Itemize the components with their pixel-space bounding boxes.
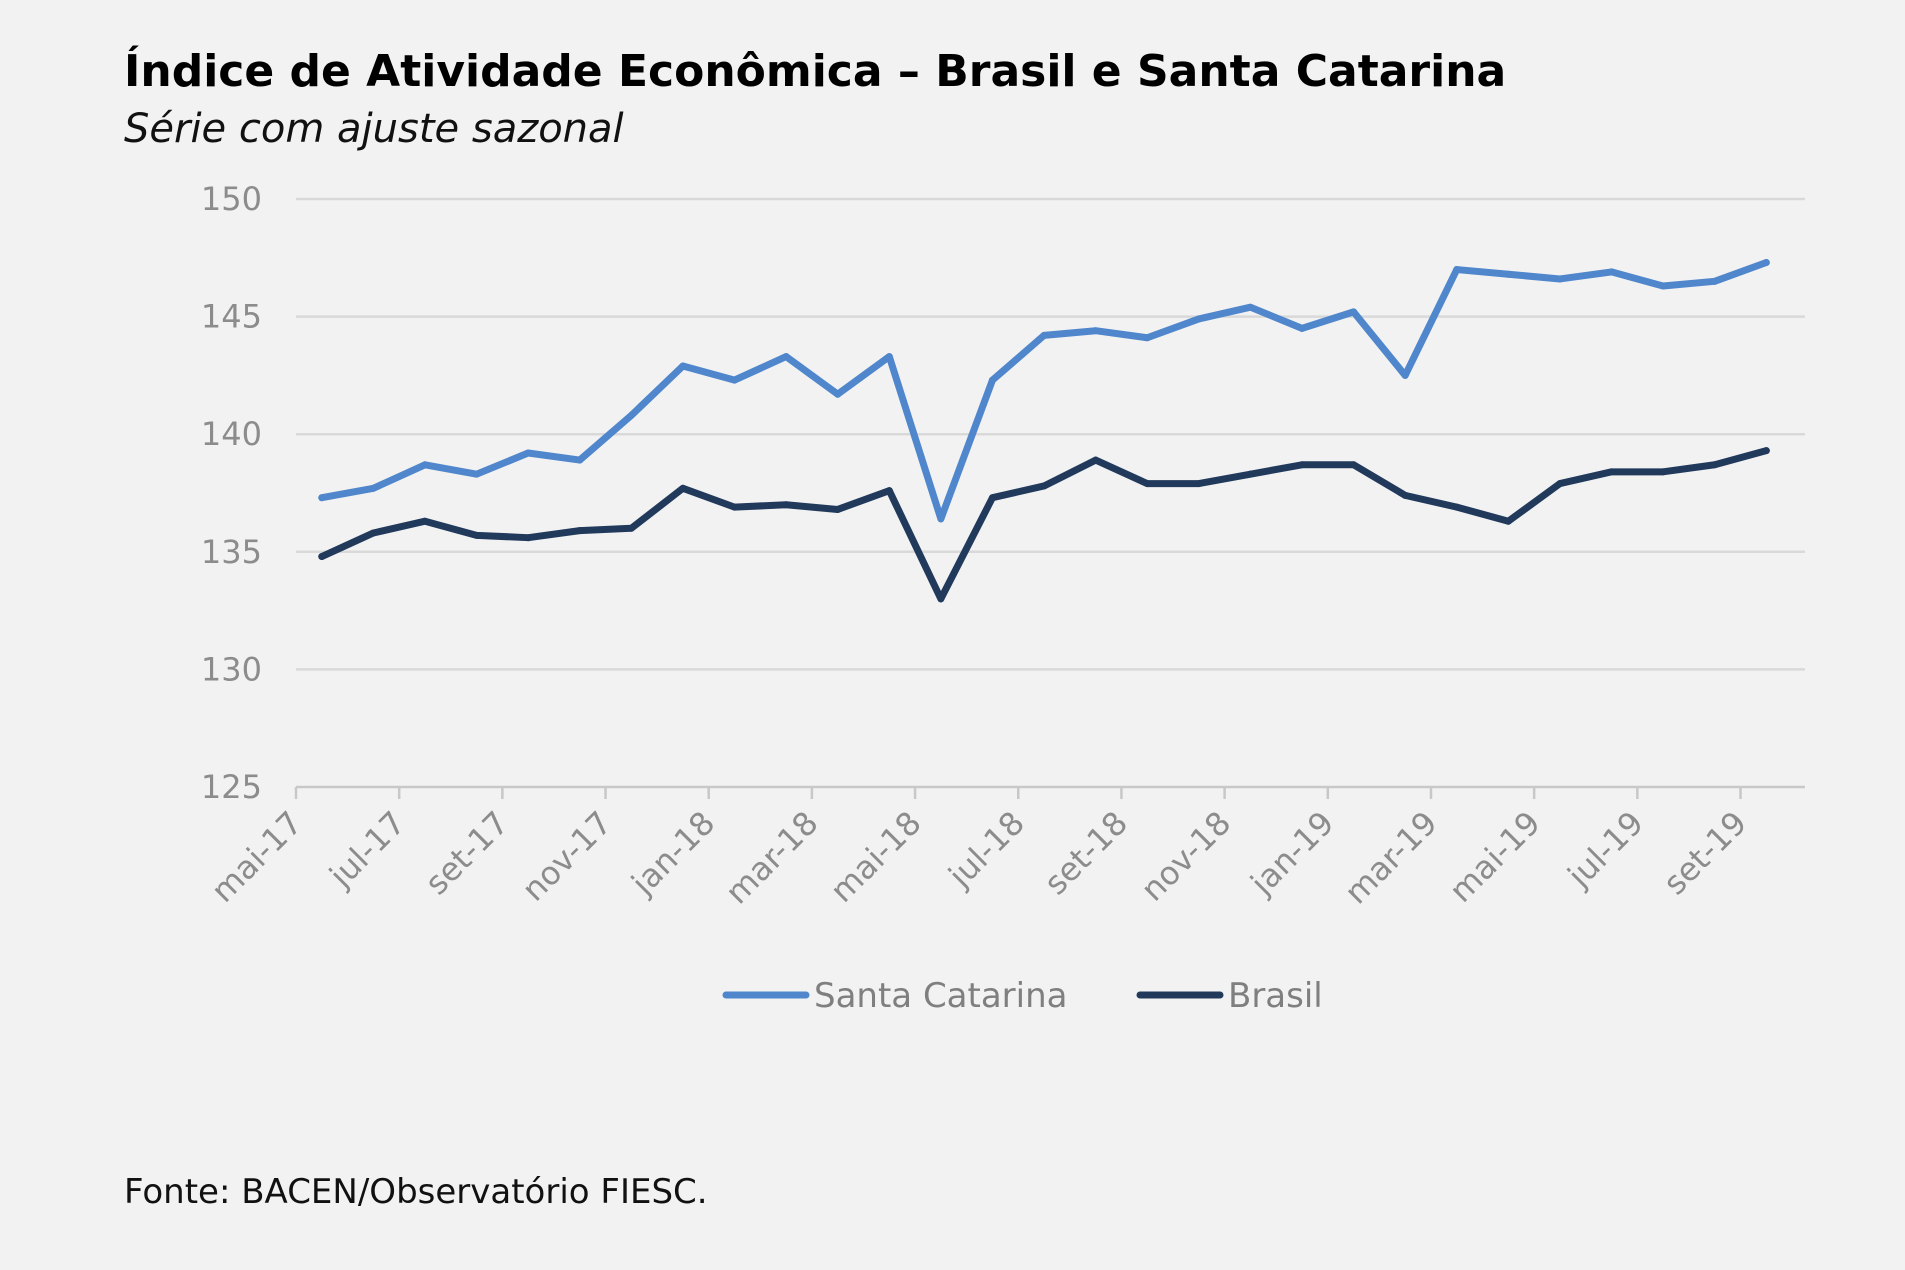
data-point <box>1401 491 1409 499</box>
data-point <box>988 376 996 384</box>
series-line-brasil <box>318 447 1770 603</box>
x-tick-label: jul-18 <box>940 804 1031 895</box>
data-point <box>834 505 842 513</box>
data-point <box>885 487 893 495</box>
data-point <box>524 449 532 457</box>
y-tick-label: 145 <box>201 298 262 336</box>
data-point <box>1298 461 1306 469</box>
x-tick-label: mai-19 <box>1442 804 1548 910</box>
legend-label: Brasil <box>1228 976 1323 1016</box>
x-tick-label: jan-18 <box>623 804 722 903</box>
data-point <box>1195 480 1203 488</box>
data-point <box>1246 470 1254 478</box>
data-point <box>1659 282 1667 290</box>
data-point <box>1504 270 1512 278</box>
data-point <box>1092 456 1100 464</box>
x-tick-label: mar-19 <box>1337 804 1445 912</box>
chart-title: Índice de Atividade Econômica – Brasil e… <box>124 44 1506 97</box>
x-tick-label: mai-18 <box>823 804 929 910</box>
x-tick-label: jan-19 <box>1242 804 1341 903</box>
data-point <box>1143 480 1151 488</box>
data-point <box>1401 371 1409 379</box>
x-tick-label: mar-18 <box>718 804 826 912</box>
data-point <box>1711 277 1719 285</box>
data-point <box>421 517 429 525</box>
data-point <box>473 470 481 478</box>
data-point <box>1608 468 1616 476</box>
x-tick-label: nov-18 <box>1133 804 1238 909</box>
data-point <box>1453 266 1461 274</box>
y-tick-label: 130 <box>201 650 262 688</box>
data-point <box>679 484 687 492</box>
data-point <box>627 411 635 419</box>
x-tick-label: set-18 <box>1037 804 1135 902</box>
data-point <box>369 484 377 492</box>
data-point <box>679 362 687 370</box>
y-tick-label: 135 <box>201 533 262 571</box>
data-point <box>937 595 945 603</box>
data-point <box>1556 480 1564 488</box>
data-point <box>421 461 429 469</box>
data-point <box>1711 461 1719 469</box>
data-point <box>576 527 584 535</box>
y-tick-label: 150 <box>201 180 262 218</box>
x-tick-label: mai-17 <box>204 804 310 910</box>
data-point <box>1143 334 1151 342</box>
data-point <box>318 494 326 502</box>
data-point <box>782 353 790 361</box>
data-point <box>318 553 326 561</box>
x-tick-label: jul-17 <box>321 804 412 895</box>
x-tick-label: set-19 <box>1656 804 1754 902</box>
data-point <box>1246 303 1254 311</box>
y-tick-label: 125 <box>201 768 262 806</box>
data-point <box>1762 259 1770 267</box>
data-point <box>731 503 739 511</box>
data-point <box>834 390 842 398</box>
data-point <box>988 494 996 502</box>
data-point <box>1659 468 1667 476</box>
data-point <box>524 534 532 542</box>
data-point <box>473 531 481 539</box>
x-tick-label: set-17 <box>418 804 516 902</box>
data-point <box>1195 315 1203 323</box>
data-point <box>1350 308 1358 316</box>
series-line-santa-catarina <box>318 259 1770 523</box>
x-tick-label: jul-19 <box>1560 804 1651 895</box>
source-note: Fonte: BACEN/Observatório FIESC. <box>124 1172 708 1212</box>
data-point <box>576 456 584 464</box>
data-point <box>369 529 377 537</box>
data-point <box>1040 331 1048 339</box>
x-tick-label: nov-17 <box>514 804 619 909</box>
data-point <box>731 376 739 384</box>
data-point <box>1453 503 1461 511</box>
chart-subtitle: Série com ajuste sazonal <box>124 106 624 152</box>
data-point <box>1040 482 1048 490</box>
data-point <box>1092 327 1100 335</box>
data-point <box>627 524 635 532</box>
data-point <box>1608 268 1616 276</box>
y-tick-label: 140 <box>201 415 262 453</box>
data-point <box>1762 447 1770 455</box>
data-point <box>782 501 790 509</box>
data-point <box>937 515 945 523</box>
data-point <box>885 353 893 361</box>
data-point <box>1298 324 1306 332</box>
data-point <box>1350 461 1358 469</box>
data-point <box>1504 517 1512 525</box>
legend-label: Santa Catarina <box>814 976 1068 1016</box>
data-point <box>1556 275 1564 283</box>
